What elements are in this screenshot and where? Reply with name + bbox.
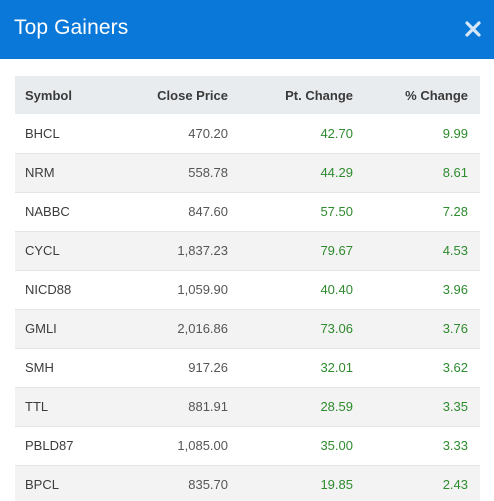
table-row[interactable]: BHCL 470.20 42.70 9.99 [15,114,480,153]
symbol-cell: CYCL [25,243,60,258]
table-row[interactable]: TTL 881.91 28.59 3.35 [15,387,480,426]
symbol-cell: NRM [25,165,55,180]
pct-change-cell: 3.35 [442,399,468,414]
table-row[interactable]: NABBC 847.60 57.50 7.28 [15,192,480,231]
close-price-cell: 1,085.00 [177,438,228,453]
column-header-pct-change[interactable]: % Change [405,87,468,103]
pt-change-cell: 35.00 [320,438,353,453]
symbol-cell: NICD88 [25,282,72,297]
pct-change-cell: 4.53 [442,243,468,258]
table-row[interactable]: NICD88 1,059.90 40.40 3.96 [15,270,480,309]
close-price-cell: 2,016.86 [177,321,228,336]
table-row[interactable]: BPCL 835.70 19.85 2.43 [15,465,480,501]
column-header-close-price[interactable]: Close Price [157,87,228,103]
pct-change-cell: 7.28 [442,204,468,219]
close-price-cell: 1,059.90 [177,282,228,297]
table-body: BHCL 470.20 42.70 9.99 NRM 558.78 44.29 … [15,114,480,501]
symbol-cell: BHCL [25,125,60,141]
pct-change-cell: 3.33 [442,438,468,453]
pct-change-cell: 3.96 [442,282,468,297]
close-price-cell: 881.91 [188,399,228,414]
close-price-cell: 558.78 [188,165,228,180]
pt-change-cell: 28.59 [320,399,353,414]
table-row[interactable]: CYCL 1,837.23 79.67 4.53 [15,231,480,270]
symbol-cell: PBLD87 [25,438,74,453]
symbol-cell: GMLI [25,321,57,336]
pt-change-cell: 57.50 [320,204,353,219]
table-header-row: Symbol Close Price Pt. Change % Change [15,76,480,114]
pct-change-cell: 2.43 [442,477,468,492]
pt-change-cell: 32.01 [320,360,353,375]
pct-change-cell: 9.99 [442,125,468,141]
close-price-cell: 917.26 [188,360,228,375]
gainers-table-container: Symbol Close Price Pt. Change % Change B… [15,76,480,501]
pt-change-cell: 42.70 [320,125,353,141]
pct-change-cell: 8.61 [442,165,468,180]
symbol-cell: SMH [25,360,54,375]
close-button[interactable] [464,20,482,38]
dialog-header: Top Gainers [0,0,494,59]
close-price-cell: 1,837.23 [177,243,228,258]
pct-change-cell: 3.62 [442,360,468,375]
symbol-cell: BPCL [25,477,59,492]
close-price-cell: 470.20 [188,125,228,141]
gainers-table: Symbol Close Price Pt. Change % Change B… [15,76,480,501]
table-row[interactable]: SMH 917.26 32.01 3.62 [15,348,480,387]
pt-change-cell: 73.06 [320,321,353,336]
symbol-cell: TTL [25,399,49,414]
column-header-symbol[interactable]: Symbol [25,87,72,103]
pt-change-cell: 19.85 [320,477,353,492]
close-price-cell: 835.70 [188,477,228,492]
table-row[interactable]: PBLD87 1,085.00 35.00 3.33 [15,426,480,465]
pt-change-cell: 44.29 [320,165,353,180]
symbol-cell: NABBC [25,204,70,219]
close-price-cell: 847.60 [188,204,228,219]
pct-change-cell: 3.76 [442,321,468,336]
column-header-pt-change[interactable]: Pt. Change [285,87,353,103]
dialog-title: Top Gainers [14,16,129,39]
close-icon [465,21,481,37]
pt-change-cell: 40.40 [320,282,353,297]
table-header: Symbol Close Price Pt. Change % Change [15,76,480,114]
table-row[interactable]: NRM 558.78 44.29 8.61 [15,153,480,192]
table-row[interactable]: GMLI 2,016.86 73.06 3.76 [15,309,480,348]
pt-change-cell: 79.67 [320,243,353,258]
